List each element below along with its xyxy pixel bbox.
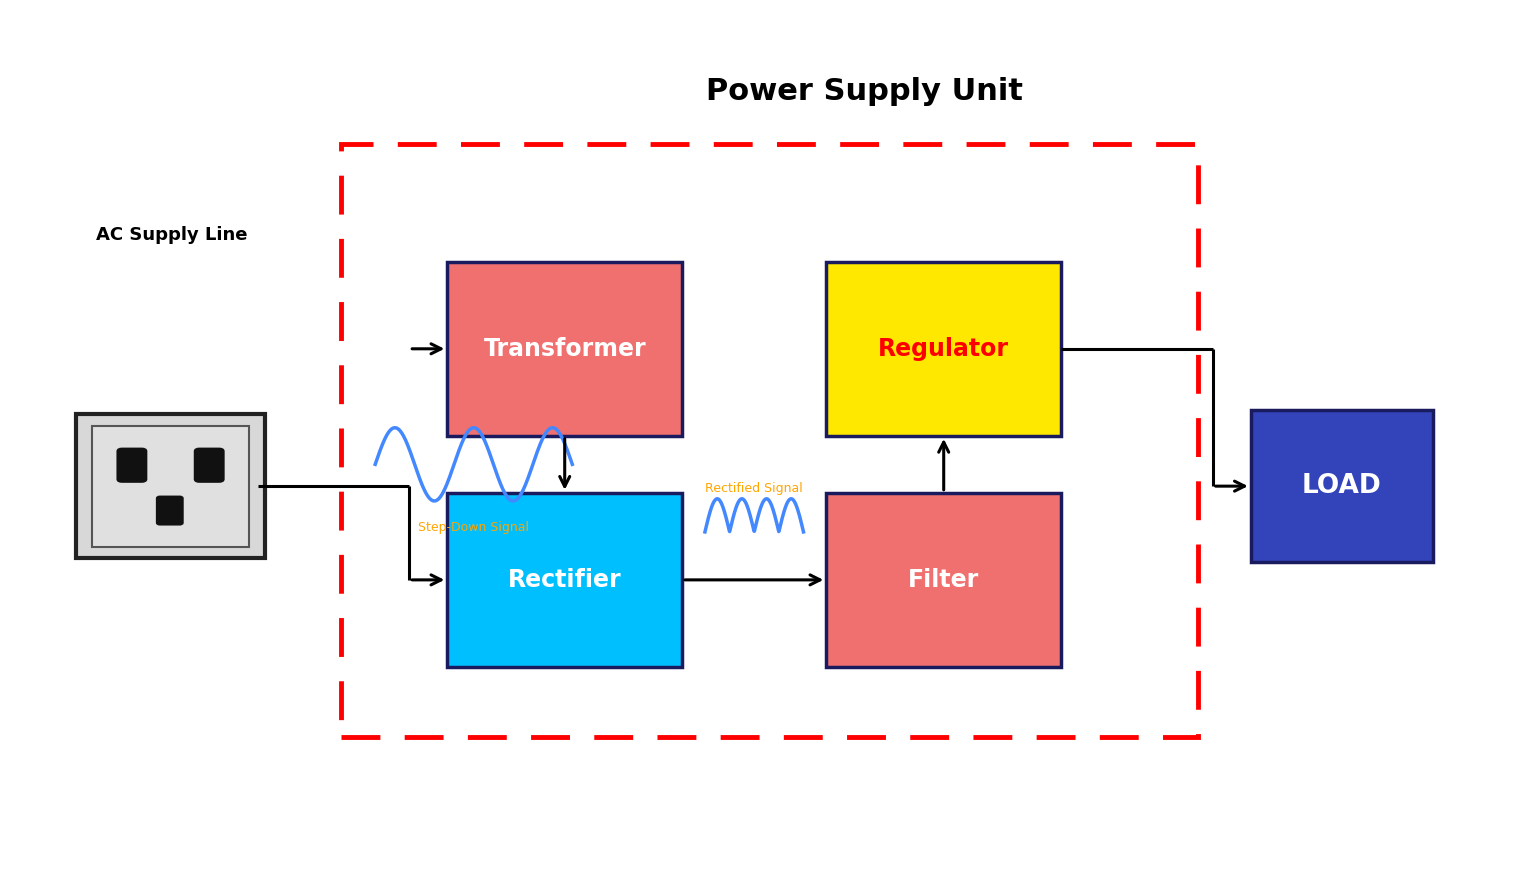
FancyBboxPatch shape bbox=[447, 493, 682, 667]
FancyBboxPatch shape bbox=[194, 448, 224, 481]
Text: AC Supply Line: AC Supply Line bbox=[96, 227, 247, 244]
FancyBboxPatch shape bbox=[158, 496, 182, 524]
Text: Regulator: Regulator bbox=[878, 337, 1010, 361]
Text: LOAD: LOAD bbox=[1302, 473, 1381, 499]
Text: Step-Down Signal: Step-Down Signal bbox=[418, 521, 529, 534]
FancyBboxPatch shape bbox=[76, 414, 265, 558]
FancyBboxPatch shape bbox=[826, 262, 1061, 436]
Text: Rectifier: Rectifier bbox=[508, 568, 622, 592]
FancyBboxPatch shape bbox=[447, 262, 682, 436]
FancyBboxPatch shape bbox=[118, 448, 146, 481]
Text: Filter: Filter bbox=[908, 568, 979, 592]
FancyBboxPatch shape bbox=[1251, 410, 1433, 562]
FancyBboxPatch shape bbox=[92, 426, 249, 547]
Text: Power Supply Unit: Power Supply Unit bbox=[705, 77, 1023, 106]
Bar bbox=[341, 144, 1198, 737]
FancyBboxPatch shape bbox=[826, 493, 1061, 667]
Text: Rectified Signal: Rectified Signal bbox=[705, 482, 803, 494]
Text: Transformer: Transformer bbox=[484, 337, 646, 361]
